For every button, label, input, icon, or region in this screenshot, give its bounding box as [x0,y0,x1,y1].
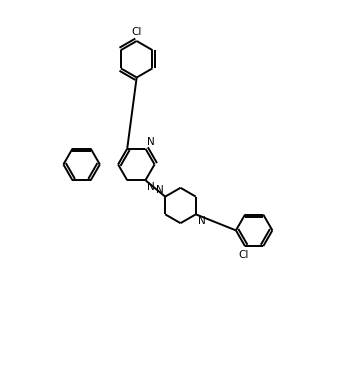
Text: N: N [147,182,155,192]
Text: N: N [147,137,155,147]
Text: N: N [156,185,164,195]
Text: Cl: Cl [131,27,142,37]
Text: Cl: Cl [238,250,249,260]
Text: N: N [198,216,205,226]
